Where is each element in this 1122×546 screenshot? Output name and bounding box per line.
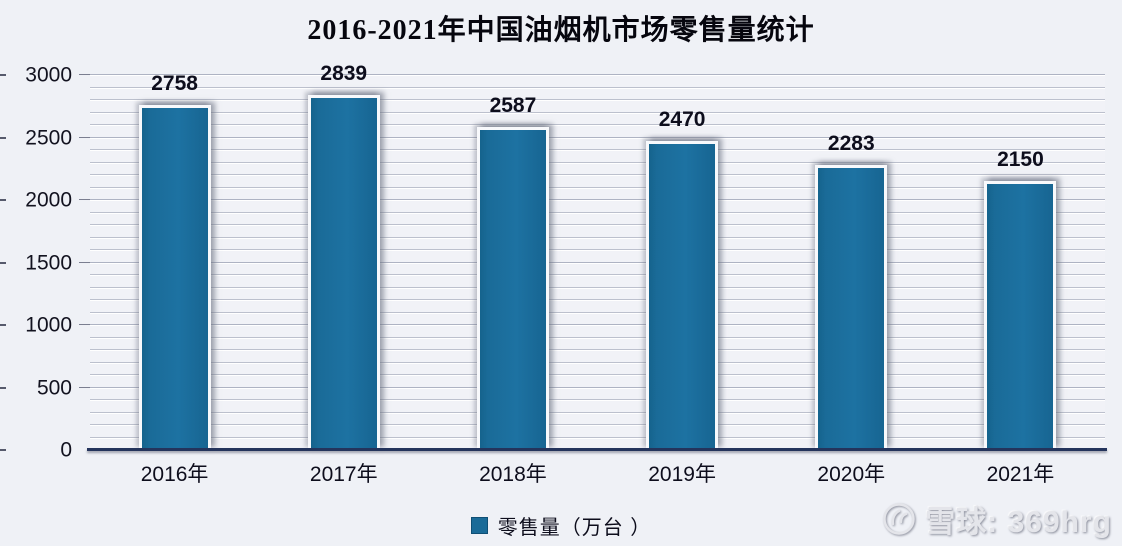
minor-gridline bbox=[90, 311, 1105, 313]
bar-slot: 2283 bbox=[767, 75, 936, 450]
minor-gridline bbox=[90, 249, 1105, 250]
bar-value-label: 2839 bbox=[320, 62, 368, 86]
bar-2016年 bbox=[138, 105, 211, 450]
y-axis-tick-mark bbox=[79, 386, 90, 388]
minor-gridline bbox=[90, 99, 1105, 100]
y-axis-tick-label: 1000 bbox=[25, 313, 72, 337]
y-axis: 0 500 1000 1500 2000 2500 3000 bbox=[0, 65, 86, 461]
y-axis-tick-label: 3000 bbox=[25, 63, 72, 87]
minor-gridline bbox=[90, 274, 1105, 275]
bar-2021年 bbox=[984, 181, 1057, 450]
minor-gridline bbox=[90, 211, 1105, 213]
minor-gridline bbox=[90, 424, 1105, 425]
bar-slot: 2587 bbox=[428, 75, 597, 450]
minor-gridline bbox=[90, 86, 1105, 88]
edge-tick bbox=[0, 386, 6, 389]
minor-gridline bbox=[90, 374, 1105, 375]
minor-gridline bbox=[90, 286, 1105, 288]
bar-value-label: 2587 bbox=[489, 93, 537, 117]
bar-2020年 bbox=[815, 164, 888, 450]
x-axis: 2016年 2017年 2018年 2019年 2020年 2021年 bbox=[90, 458, 1105, 488]
legend-square-swatch-icon bbox=[470, 517, 488, 534]
major-gridline bbox=[90, 324, 1105, 325]
x-axis-tick-label: 2016年 bbox=[140, 463, 209, 486]
watermark-text: 雪球: 369hrg bbox=[925, 506, 1112, 539]
minor-gridline bbox=[90, 224, 1105, 225]
minor-gridline bbox=[90, 111, 1105, 113]
minor-gridline bbox=[90, 186, 1105, 188]
bar-value-label: 2150 bbox=[997, 148, 1044, 172]
minor-gridline bbox=[90, 349, 1105, 350]
minor-gridline bbox=[90, 411, 1105, 413]
y-axis-tick-mark bbox=[79, 136, 90, 138]
minor-gridline bbox=[90, 161, 1105, 163]
y-axis-tick-mark bbox=[79, 199, 90, 200]
edge-tick bbox=[0, 324, 6, 326]
bar-value-label: 2283 bbox=[827, 131, 875, 155]
y-axis-tick-label: 2500 bbox=[25, 126, 72, 149]
y-axis-tick-mark bbox=[79, 324, 90, 325]
bar-2018年 bbox=[476, 126, 549, 450]
minor-gridline bbox=[90, 236, 1105, 238]
edge-tick bbox=[0, 74, 6, 76]
minor-gridline bbox=[90, 299, 1105, 300]
x-axis-line bbox=[87, 448, 1107, 451]
edge-tick bbox=[0, 136, 6, 139]
bar-slot: 2758 bbox=[90, 72, 259, 450]
y-axis-tick-label: 1500 bbox=[25, 251, 72, 274]
x-axis-tick-label: 2017年 bbox=[309, 463, 378, 486]
major-gridline bbox=[90, 74, 1105, 75]
legend: 零售量（万台 ） bbox=[0, 511, 1122, 540]
major-gridline bbox=[90, 136, 1105, 138]
bar-slot: 2150 bbox=[936, 75, 1105, 450]
x-axis-tick-label: 2021年 bbox=[986, 463, 1055, 486]
xueqiu-snowball-icon bbox=[883, 503, 915, 535]
x-axis-tick-label: 2020年 bbox=[817, 463, 886, 486]
bar-value-label: 2470 bbox=[658, 108, 706, 132]
bar-value-label: 2758 bbox=[151, 72, 198, 96]
y-axis-tick-mark bbox=[79, 261, 90, 263]
bars-row: 2758 2839 2587 2470 2283 2150 bbox=[90, 63, 1105, 450]
watermark: 雪球: 369hrg bbox=[881, 497, 1112, 541]
legend-label: 零售量（万台 ） bbox=[497, 517, 652, 539]
minor-gridline bbox=[90, 399, 1105, 400]
x-axis-tick-label: 2019年 bbox=[648, 463, 716, 486]
bar-2019年 bbox=[646, 141, 719, 450]
major-gridline bbox=[90, 261, 1105, 263]
minor-gridline bbox=[90, 149, 1105, 150]
y-axis-tick-label: 2000 bbox=[25, 188, 72, 212]
minor-gridline bbox=[90, 436, 1105, 438]
minor-gridline bbox=[90, 124, 1105, 125]
minor-gridline bbox=[90, 361, 1105, 363]
y-axis-tick-mark bbox=[79, 74, 90, 75]
major-gridline bbox=[90, 199, 1105, 200]
edge-tick bbox=[0, 199, 6, 201]
minor-gridline bbox=[90, 174, 1105, 175]
y-axis-tick-label: 0 bbox=[60, 438, 72, 462]
chart-title: 2016-2021年中国油烟机市场零售量统计 bbox=[307, 15, 815, 46]
edge-tick bbox=[0, 449, 6, 451]
plot-area: 2758 2839 2587 2470 2283 2150 bbox=[79, 63, 1107, 451]
major-gridline bbox=[90, 386, 1105, 388]
bar-slot: 2470 bbox=[598, 75, 767, 450]
minor-gridline bbox=[90, 336, 1105, 338]
edge-tick bbox=[0, 261, 6, 264]
bar-2017年 bbox=[307, 95, 380, 450]
x-axis-tick-label: 2018年 bbox=[479, 463, 547, 486]
y-axis-tick-label: 500 bbox=[36, 376, 72, 399]
bar-slot: 2839 bbox=[259, 63, 428, 450]
